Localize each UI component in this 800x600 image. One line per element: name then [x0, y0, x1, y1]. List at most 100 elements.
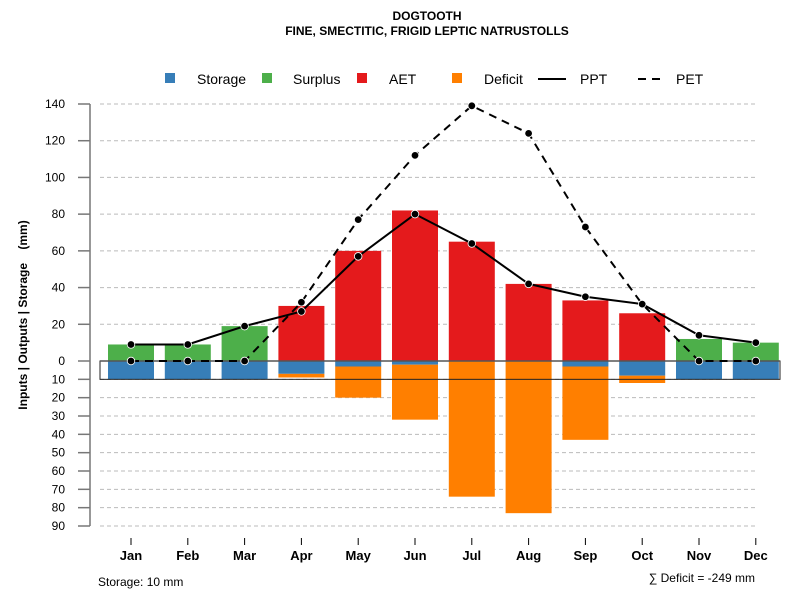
legend-swatch-surplus — [262, 73, 272, 83]
y-tick-label: 120 — [45, 134, 65, 148]
bars — [99, 210, 781, 514]
y-tick-label: 60 — [52, 464, 66, 478]
pet-line-point — [126, 356, 136, 366]
y-tick-label: 80 — [52, 501, 66, 515]
ppt-line-point — [183, 340, 192, 349]
pet-line-point — [524, 129, 533, 138]
legend: Storage Surplus AET Deficit PPT PET — [165, 71, 704, 87]
pet-line-point — [751, 356, 760, 366]
ppt-line-point — [524, 279, 533, 289]
ppt-line-point — [467, 239, 476, 248]
deficit-bar — [505, 361, 552, 514]
storage-bar — [562, 361, 609, 367]
legend-label-deficit: Deficit — [484, 71, 523, 87]
y-tick-label: 90 — [52, 519, 66, 533]
y-tick-label: 40 — [52, 281, 66, 295]
x-tick-label: Apr — [290, 548, 312, 563]
x-tick-label: Dec — [744, 548, 768, 563]
legend-label-storage: Storage — [197, 71, 246, 87]
y-tick-label: 20 — [52, 317, 66, 331]
pet-line-point — [183, 356, 192, 366]
surplus-bar — [164, 344, 211, 361]
deficit-bar — [278, 373, 325, 378]
ppt-line-point — [638, 299, 647, 309]
pet-line-point — [410, 151, 420, 160]
surplus-bar — [676, 338, 722, 361]
deficit-bar — [392, 364, 438, 420]
legend-label-pet: PET — [676, 71, 704, 87]
pet-line — [131, 104, 756, 362]
y-axis-title: Inputs | Outputs | Storage (mm) — [16, 220, 30, 409]
pet-line-point — [467, 101, 476, 111]
storage-bar — [619, 361, 666, 376]
x-tick-label: May — [346, 548, 372, 563]
ppt-line-point — [354, 252, 363, 261]
ppt-line-point — [410, 209, 420, 219]
y-tick-label: 30 — [52, 409, 66, 423]
legend-swatch-deficit — [452, 73, 462, 83]
storage-bar — [732, 361, 779, 380]
y-tick-label: 100 — [45, 170, 65, 184]
legend-swatch-storage — [165, 73, 175, 83]
aet-bar — [392, 210, 438, 361]
x-tick-label: Jul — [462, 548, 481, 563]
x-tick-label: Jun — [403, 548, 426, 563]
ppt-line — [131, 212, 756, 346]
y-tick-label: 10 — [52, 372, 66, 386]
aet-bar — [619, 313, 666, 361]
axes: 0 20 40 60 80 100 120 140 10 20 30 40 50 60 70 80 90 Jan F… — [45, 97, 768, 563]
ppt-line-point — [694, 331, 704, 340]
aet-bar — [448, 241, 495, 361]
storage-bar — [676, 361, 722, 380]
y-tick-label: 80 — [52, 207, 66, 221]
storage-bar — [392, 361, 438, 365]
x-tick-label: Mar — [233, 548, 256, 563]
pet-line-point — [297, 298, 306, 307]
y-tick-label: 0 — [58, 354, 65, 368]
x-tick-label: Sep — [573, 548, 597, 563]
aet-bar — [505, 283, 552, 361]
y-tick-label: 70 — [52, 482, 66, 496]
legend-label-ppt: PPT — [580, 71, 608, 87]
legend-label-aet: AET — [389, 71, 417, 87]
x-tick-label: Nov — [687, 548, 712, 563]
chart-subtitle: FINE, SMECTITIC, FRIGID LEPTIC NATRUSTOL… — [285, 24, 569, 38]
surplus-bar — [732, 342, 779, 361]
storage-bar — [108, 361, 154, 380]
pet-line-point — [694, 356, 704, 366]
storage-bar — [164, 361, 211, 380]
x-tick-label: Aug — [516, 548, 541, 563]
x-tick-label: Oct — [631, 548, 653, 563]
series-lines — [126, 101, 760, 366]
surplus-bar — [108, 344, 154, 361]
legend-label-surplus: Surplus — [293, 71, 340, 87]
y-tick-label: 20 — [52, 391, 66, 405]
chart-title: DOGTOOTH — [392, 9, 461, 23]
x-tick-label: Jan — [120, 548, 142, 563]
storage-annotation: Storage: 10 mm — [98, 575, 183, 589]
aet-bar — [562, 300, 609, 361]
legend-swatch-aet — [357, 73, 367, 83]
ppt-line-point — [751, 338, 760, 347]
storage-bar — [221, 361, 268, 380]
pet-line-point — [240, 356, 249, 366]
y-tick-label: 60 — [52, 244, 66, 258]
ppt-line-point — [126, 340, 136, 349]
deficit-sum-annotation: ∑ Deficit = -249 mm — [649, 571, 755, 585]
y-tick-label: 50 — [52, 446, 66, 460]
ppt-line-point — [297, 307, 306, 316]
storage-bar — [335, 361, 382, 367]
pet-line-point — [581, 222, 590, 232]
deficit-bar — [448, 361, 495, 497]
y-tick-label: 40 — [52, 427, 66, 441]
storage-bar — [278, 361, 325, 374]
deficit-bar — [335, 366, 382, 398]
ppt-line-point — [240, 321, 249, 331]
ppt-line-point — [581, 292, 590, 301]
x-tick-label: Feb — [176, 548, 199, 563]
pet-line-point — [354, 215, 363, 224]
deficit-bar — [562, 366, 609, 440]
y-tick-label: 140 — [45, 97, 65, 111]
aet-bar — [335, 250, 382, 361]
